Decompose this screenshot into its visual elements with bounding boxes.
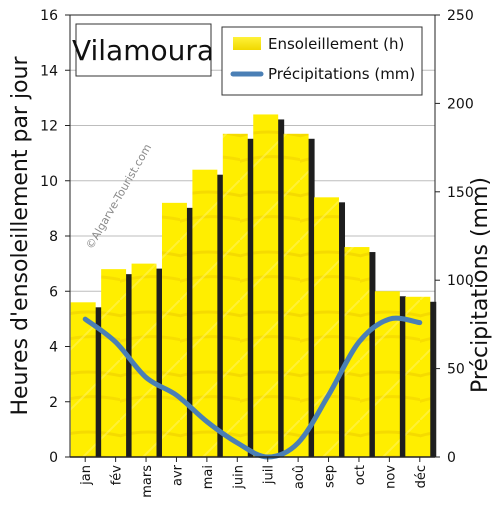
legend-swatch-sunshine xyxy=(233,37,261,50)
x-tick-oct: oct xyxy=(353,465,368,485)
chart-title: Vilamoura xyxy=(72,34,214,67)
y-right-tick-150: 150 xyxy=(447,185,474,201)
legend-label-precipitation: Précipitations (mm) xyxy=(268,65,415,83)
axes-layer xyxy=(69,14,436,458)
x-tick-mars: mars xyxy=(140,465,155,498)
bar-aoû xyxy=(283,133,309,457)
bar-mai xyxy=(192,169,218,457)
y-left-tick-12: 12 xyxy=(40,119,58,135)
y-left-tick-14: 14 xyxy=(40,63,58,79)
bar-oct xyxy=(344,247,370,457)
y-right-tick-250: 250 xyxy=(447,8,474,24)
x-tick-jan: jan xyxy=(79,465,94,486)
bar-juil xyxy=(253,114,279,457)
legend-label-sunshine: Ensoleillement (h) xyxy=(268,35,404,53)
bar-fév xyxy=(101,269,127,457)
title-box-frame xyxy=(75,23,212,77)
bar-mars xyxy=(131,263,157,457)
y-left-tick-0: 0 xyxy=(49,450,58,466)
y-left-tick-16: 16 xyxy=(40,8,58,24)
watermark-text: ©Algarve-Tourist.com xyxy=(83,142,154,252)
y-left-tick-4: 4 xyxy=(49,340,58,356)
legend: Ensoleillement (h) Précipitations (mm) xyxy=(221,26,423,96)
y-left-tick-8: 8 xyxy=(49,229,58,245)
y-left-tick-6: 6 xyxy=(49,284,58,300)
y-right-tick-50: 50 xyxy=(447,362,465,378)
y-left-axis-title: Heures d'ensoleillement par jour xyxy=(8,56,33,416)
y-right-tick-100: 100 xyxy=(447,273,474,289)
y-right-axis-title: Précipitations (mm) xyxy=(468,177,493,393)
x-tick-aoû: aoû xyxy=(292,465,307,489)
x-tick-fév: fév xyxy=(110,465,125,486)
title-box: Vilamoura xyxy=(72,23,214,77)
y-left-tick-labels: 0 2 4 6 8 10 12 14 16 xyxy=(40,8,70,466)
y-right-tick-200: 200 xyxy=(447,96,474,112)
x-tick-juil: juil xyxy=(262,465,277,485)
bar-avr xyxy=(161,202,187,457)
x-tick-sep: sep xyxy=(323,465,338,488)
bars-layer xyxy=(70,114,437,457)
y-right-tick-0: 0 xyxy=(447,450,456,466)
series-line-precipitations xyxy=(82,315,423,460)
x-tick-nov: nov xyxy=(383,465,398,489)
y-left-tick-10: 10 xyxy=(40,174,58,190)
x-tick-avr: avr xyxy=(170,464,185,486)
x-tick-juin: juin xyxy=(231,465,246,490)
bar-jan xyxy=(70,302,96,457)
y-right-tick-labels: 0 50 100 150 200 250 xyxy=(435,8,474,466)
x-tick-déc: déc xyxy=(414,465,429,488)
bar-juin xyxy=(222,133,248,457)
x-category-labels: jan fév mars avr mai juin juil aoû sep oct nov déc xyxy=(79,457,429,498)
x-tick-mai: mai xyxy=(201,465,216,489)
y-left-tick-2: 2 xyxy=(49,395,58,411)
